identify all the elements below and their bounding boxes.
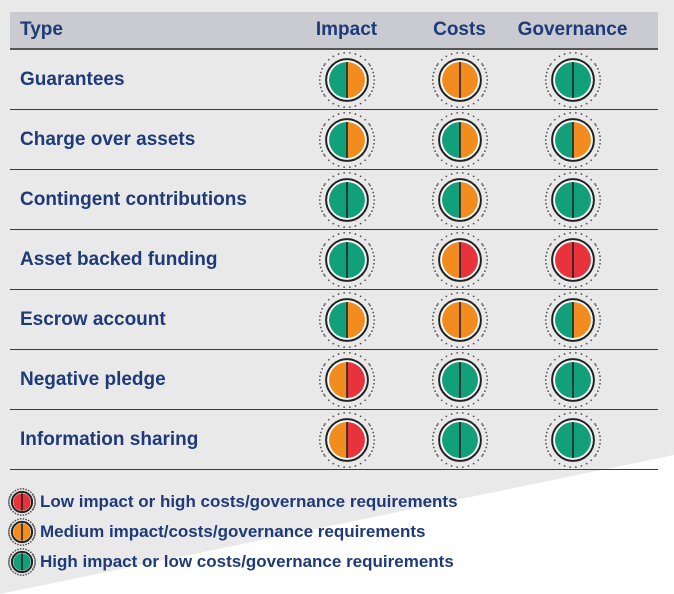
legend-label: High impact or low costs/governance requ… bbox=[40, 552, 454, 571]
table-row: Contingent contributions bbox=[10, 170, 658, 230]
row-type-label: Negative pledge bbox=[20, 368, 166, 390]
green-dial-icon bbox=[8, 548, 36, 576]
table-row: Asset backed funding bbox=[10, 230, 658, 290]
table-row: Information sharing bbox=[10, 410, 658, 470]
red-dial-icon bbox=[8, 488, 36, 516]
row-type-label: Contingent contributions bbox=[20, 188, 247, 210]
row-type-label: Charge over assets bbox=[20, 128, 196, 150]
rating-impact-icon bbox=[290, 171, 403, 229]
rating-impact-icon bbox=[290, 231, 403, 289]
rating-costs-icon bbox=[403, 411, 516, 469]
orange-dial-icon bbox=[8, 518, 36, 546]
rating-impact-icon bbox=[290, 351, 403, 409]
rating-impact-icon bbox=[290, 111, 403, 169]
rating-governance-icon bbox=[516, 231, 629, 289]
legend-item-orange: Medium impact/costs/governance requireme… bbox=[8, 517, 458, 547]
rating-governance-icon bbox=[516, 351, 629, 409]
legend-label: Medium impact/costs/governance requireme… bbox=[40, 522, 426, 541]
legend: Low impact or high costs/governance requ… bbox=[8, 487, 458, 577]
rating-costs-icon bbox=[403, 231, 516, 289]
rating-costs-icon bbox=[403, 171, 516, 229]
table-header: Type Impact Costs Governance bbox=[10, 12, 658, 50]
rating-impact-icon bbox=[290, 51, 403, 109]
header-governance: Governance bbox=[517, 19, 628, 40]
rating-costs-icon bbox=[403, 51, 516, 109]
row-type-label: Asset backed funding bbox=[20, 248, 218, 270]
row-type-label: Guarantees bbox=[20, 68, 125, 90]
rating-costs-icon bbox=[403, 291, 516, 349]
rating-impact-icon bbox=[290, 291, 403, 349]
ratings-table: Type Impact Costs Governance Guarantees C… bbox=[10, 12, 658, 470]
rating-governance-icon bbox=[516, 111, 629, 169]
rating-governance-icon bbox=[516, 171, 629, 229]
legend-label: Low impact or high costs/governance requ… bbox=[40, 492, 458, 511]
legend-item-green: High impact or low costs/governance requ… bbox=[8, 547, 458, 577]
table-row: Escrow account bbox=[10, 290, 658, 350]
table-row: Charge over assets bbox=[10, 110, 658, 170]
table-row: Guarantees bbox=[10, 50, 658, 110]
rating-costs-icon bbox=[403, 351, 516, 409]
header-type: Type bbox=[20, 19, 63, 40]
table-row: Negative pledge bbox=[10, 350, 658, 410]
row-type-label: Escrow account bbox=[20, 308, 166, 330]
row-type-label: Information sharing bbox=[20, 428, 199, 450]
rating-governance-icon bbox=[516, 291, 629, 349]
rating-governance-icon bbox=[516, 51, 629, 109]
header-costs: Costs bbox=[433, 19, 486, 40]
rating-governance-icon bbox=[516, 411, 629, 469]
legend-item-red: Low impact or high costs/governance requ… bbox=[8, 487, 458, 517]
rating-costs-icon bbox=[403, 111, 516, 169]
rating-impact-icon bbox=[290, 411, 403, 469]
header-impact: Impact bbox=[315, 19, 378, 40]
